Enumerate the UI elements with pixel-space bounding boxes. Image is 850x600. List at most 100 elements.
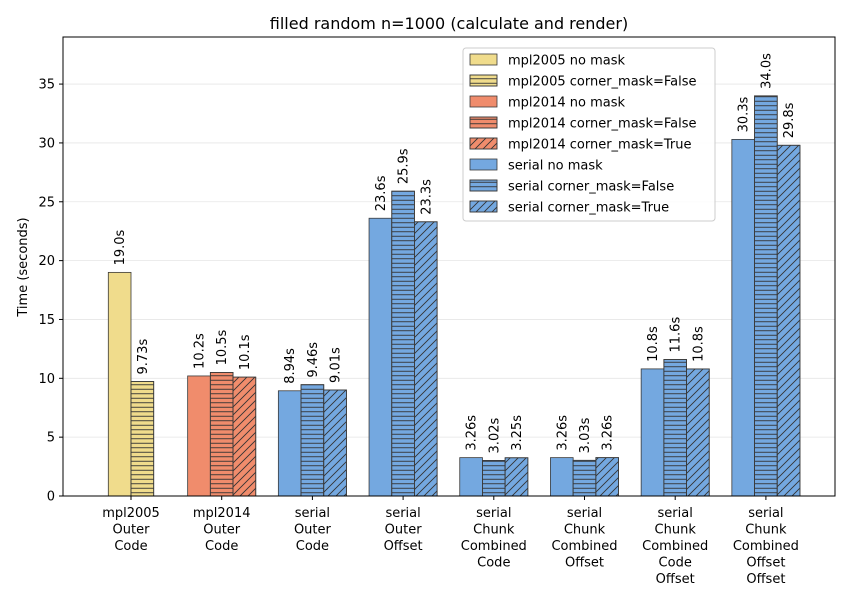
x-tick-label-line: mpl2014 bbox=[193, 506, 251, 521]
legend-entry-label: serial corner_mask=True bbox=[508, 201, 669, 216]
bar-value-label: 10.5s bbox=[215, 329, 230, 365]
bar bbox=[640, 368, 665, 497]
bar-value-label: 23.3s bbox=[419, 179, 434, 215]
y-tick-label: 15 bbox=[38, 313, 55, 328]
bar-value-label: 23.6s bbox=[374, 175, 389, 211]
bar-value-label: 11.6s bbox=[669, 317, 684, 353]
x-tick-label-line: Outer bbox=[385, 523, 423, 538]
x-tick-label-line: Offset bbox=[384, 539, 423, 554]
legend-entry-label: mpl2005 no mask bbox=[508, 54, 625, 69]
bar-value-label: 9.73s bbox=[136, 339, 151, 375]
bar-hatch bbox=[686, 368, 710, 497]
x-tick-label-line: Combined bbox=[733, 539, 799, 554]
x-tick-label-line: Combined bbox=[642, 539, 708, 554]
bar-value-label: 10.8s bbox=[646, 326, 661, 362]
bar bbox=[368, 217, 393, 497]
bar-hatch bbox=[482, 460, 506, 497]
x-tick-label-line: Outer bbox=[203, 523, 241, 538]
bars-layer bbox=[107, 95, 801, 497]
legend-swatch bbox=[469, 53, 498, 66]
bar-hatch bbox=[572, 459, 597, 497]
bar-hatch bbox=[323, 389, 347, 497]
bar-hatch bbox=[776, 144, 801, 497]
plot-frame bbox=[62, 36, 836, 497]
x-tick-label-line: Chunk bbox=[473, 523, 515, 538]
legend-entry-label: mpl2005 corner_mask=False bbox=[508, 75, 697, 90]
bar-hatch bbox=[300, 384, 325, 497]
bar-value-label: 3.25s bbox=[510, 415, 525, 451]
x-tick-label-line: Offset bbox=[746, 556, 785, 571]
x-tick-label-line: serial bbox=[567, 506, 602, 521]
x-tick-label-line: serial bbox=[658, 506, 693, 521]
chart-title: filled random n=1000 (calculate and rend… bbox=[270, 14, 628, 33]
bar-hatch bbox=[391, 190, 415, 497]
bar-hatch bbox=[504, 457, 529, 497]
bar-value-label: 3.03s bbox=[578, 417, 593, 453]
bar-value-label: 30.3s bbox=[737, 96, 752, 132]
x-tick-label-line: Offset bbox=[656, 572, 695, 587]
y-tick-label: 5 bbox=[47, 431, 55, 446]
bar-value-label: 3.26s bbox=[555, 415, 570, 451]
bar-value-label: 34.0s bbox=[759, 53, 774, 89]
bar-hatch bbox=[754, 95, 778, 497]
bar-labels-layer: 19.0s 9.73s 10.2s 10.5s 10.1s 8.94s 9.46s 9.01s… bbox=[113, 53, 797, 454]
y-tick-label: 10 bbox=[38, 372, 55, 387]
x-tick-label-line: serial bbox=[385, 506, 420, 521]
y-tick-label: 35 bbox=[38, 78, 55, 93]
x-tick-label-line: Outer bbox=[113, 523, 151, 538]
legend-entry-label: mpl2014 no mask bbox=[508, 96, 625, 111]
x-tick-label-line: Outer bbox=[294, 523, 332, 538]
x-tick-label: mpl2005 Outer Code bbox=[102, 506, 160, 554]
x-tick-label-line: Combined bbox=[461, 539, 527, 554]
bar-value-label: 9.01s bbox=[329, 347, 344, 383]
x-tick-label: serial Chunk Combined Offset Offset bbox=[733, 506, 799, 587]
x-tick-label-line: Offset bbox=[746, 572, 785, 587]
x-tick-label: serial Chunk Combined Code Offset bbox=[642, 506, 708, 587]
bar bbox=[277, 390, 302, 497]
x-tick-label-line: Combined bbox=[551, 539, 617, 554]
x-tick-label: serial Chunk Combined Code bbox=[461, 506, 527, 571]
legend-swatch-hatch bbox=[469, 200, 498, 213]
legend-entry-label: serial corner_mask=False bbox=[508, 180, 674, 195]
x-tick-label: serial Chunk Combined Offset bbox=[551, 506, 617, 571]
x-tick-label-line: serial bbox=[476, 506, 511, 521]
x-tick-label-line: Code bbox=[114, 539, 147, 554]
legend-frame bbox=[462, 47, 716, 222]
bar-hatch bbox=[663, 359, 687, 497]
x-tick-label: mpl2014 Outer Code bbox=[193, 506, 251, 554]
bar-hatch bbox=[232, 376, 257, 497]
bar-value-label: 10.1s bbox=[238, 334, 253, 370]
y-axis-label: Time (seconds) bbox=[16, 217, 31, 317]
x-tick-label-line: serial bbox=[295, 506, 330, 521]
bar bbox=[731, 138, 755, 497]
x-tick-label-line: Code bbox=[296, 539, 329, 554]
bar-value-label: 8.94s bbox=[283, 348, 298, 384]
x-tick-label: serial Outer Code bbox=[294, 506, 332, 554]
legend-entry-label: mpl2014 corner_mask=False bbox=[508, 117, 697, 132]
bar-hatch bbox=[209, 372, 234, 497]
bar-value-label: 3.26s bbox=[465, 415, 480, 451]
bar-value-label: 10.2s bbox=[193, 333, 208, 369]
y-tick-label: 0 bbox=[47, 490, 55, 505]
x-tick-label-line: Code bbox=[205, 539, 238, 554]
bar-value-label: 9.46s bbox=[306, 342, 321, 378]
x-tick-label-line: Chunk bbox=[564, 523, 606, 538]
bar-hatch bbox=[130, 381, 155, 497]
x-tick-label-line: Chunk bbox=[655, 523, 697, 538]
bar-hatch bbox=[414, 221, 438, 497]
legend-swatch bbox=[469, 158, 498, 171]
legend-entry-label: serial no mask bbox=[508, 159, 603, 174]
x-tick-label-line: serial bbox=[748, 506, 783, 521]
x-tick-label-line: Chunk bbox=[745, 523, 787, 538]
legend-swatch-hatch bbox=[469, 116, 498, 129]
x-tick-label: serial Outer Offset bbox=[384, 506, 423, 554]
y-tick-label: 25 bbox=[38, 195, 55, 210]
bar bbox=[459, 457, 483, 497]
x-tick-label-line: Code bbox=[477, 556, 510, 571]
legend: mpl2005 no mask mpl2005 corner_mask=False… bbox=[462, 47, 716, 222]
bar-value-label: 25.9s bbox=[397, 148, 412, 184]
bar-value-label: 29.8s bbox=[782, 102, 797, 138]
bar-hatch bbox=[595, 457, 619, 497]
